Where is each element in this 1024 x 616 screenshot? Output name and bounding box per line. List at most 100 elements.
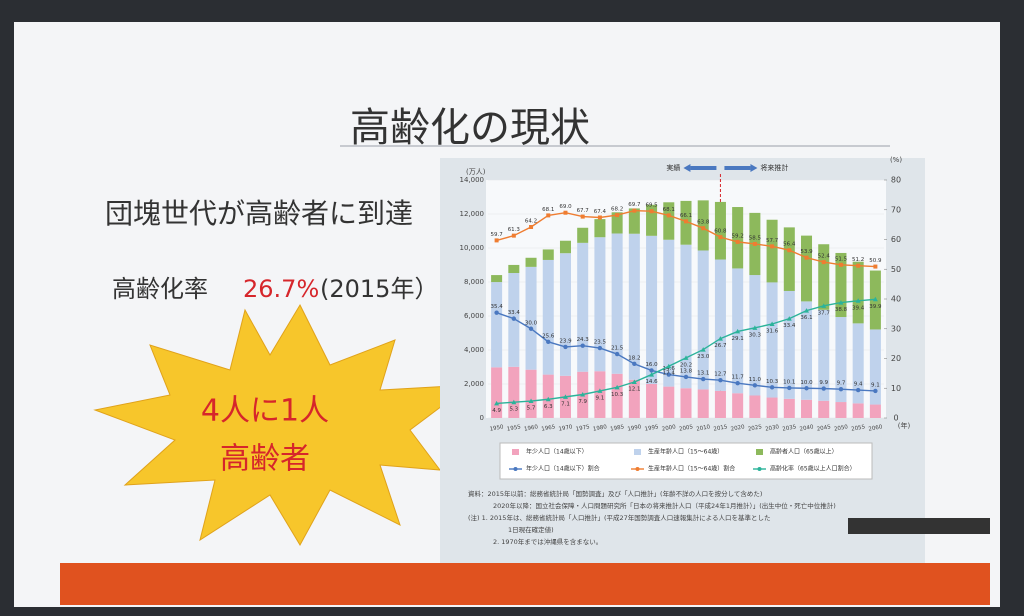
data-label: 13.8 <box>680 368 693 374</box>
marker <box>786 316 792 321</box>
x-tick-label: 1955 <box>506 424 521 432</box>
bar-segment <box>525 257 537 267</box>
data-label: 56.4 <box>783 242 796 248</box>
legend-swatch <box>635 467 640 471</box>
data-label: 9.4 <box>854 382 863 388</box>
bar-segment <box>646 235 658 384</box>
bar-segment <box>542 259 554 375</box>
legend-label: 生産年齢人口（15～64歳） <box>648 448 723 456</box>
marker <box>701 376 706 382</box>
y2-tick-label: 30 <box>891 324 901 333</box>
marker <box>494 310 499 315</box>
data-label: 69.0 <box>559 204 572 210</box>
data-label: 57.7 <box>766 238 779 244</box>
bar-segment <box>594 219 606 238</box>
data-label: 12.1 <box>628 387 640 393</box>
x-tick-label: 1970 <box>558 424 573 432</box>
data-label: 18.2 <box>628 355 640 361</box>
bar-segment <box>766 219 778 283</box>
annotation: 将来推計 <box>760 163 788 172</box>
marker <box>821 303 827 308</box>
data-label: 39.4 <box>852 305 865 311</box>
marker <box>752 241 757 246</box>
x-tick-label: 1965 <box>541 424 556 432</box>
y2-unit: (%) <box>890 156 902 164</box>
data-label: 10.0 <box>800 380 813 386</box>
x-tick-label: 2045 <box>816 424 831 432</box>
data-label: 31.6 <box>766 328 779 334</box>
bar-segment <box>491 275 503 283</box>
marker <box>718 378 723 383</box>
bar-segment <box>628 379 640 418</box>
data-label: 29.1 <box>732 336 744 342</box>
bar-segment <box>783 227 795 291</box>
bar-segment <box>801 399 813 418</box>
marker <box>804 255 809 260</box>
marker <box>855 298 861 303</box>
arrow-right <box>724 166 751 170</box>
marker <box>683 374 689 380</box>
bar-segment <box>801 235 813 302</box>
legend-swatch <box>512 449 519 455</box>
data-label: 17.4 <box>663 371 676 377</box>
x-unit: (年) <box>898 421 911 430</box>
data-label: 7.9 <box>578 399 587 405</box>
data-label: 33.4 <box>783 323 796 329</box>
y-tick-label: 2,000 <box>464 380 484 388</box>
bar-segment <box>835 402 847 418</box>
source-note: 1日現在確定値) <box>508 525 554 534</box>
data-label: 51.5 <box>835 256 848 262</box>
y-tick-label: 0 <box>480 414 484 422</box>
x-tick-label: 2060 <box>868 424 883 432</box>
data-label: 66.1 <box>680 213 692 219</box>
bar-segment <box>766 282 778 398</box>
data-label: 5.7 <box>527 406 536 412</box>
rate-value: 26.7% <box>243 275 319 303</box>
legend-label: 年少人口（14歳以下） <box>526 448 588 456</box>
marker <box>838 386 844 392</box>
marker <box>494 238 499 243</box>
subtitle: 団塊世代が高齢者に到達 <box>105 197 413 230</box>
legend-label: 高齢者人口（65歳以上） <box>770 448 838 456</box>
marker <box>787 385 792 391</box>
bar-segment <box>835 317 847 403</box>
y2-tick-label: 0 <box>893 414 898 423</box>
marker <box>769 385 775 390</box>
x-tick-label: 1985 <box>610 424 625 432</box>
data-label: 9.1 <box>871 382 880 388</box>
data-label: 67.7 <box>577 208 590 214</box>
data-label: 5.3 <box>509 407 518 413</box>
marker <box>528 326 534 331</box>
bar-segment <box>714 390 726 418</box>
legend-swatch <box>757 467 762 471</box>
marker <box>855 387 861 393</box>
marker <box>701 226 706 231</box>
y2-tick-label: 40 <box>891 295 901 304</box>
annotation: 実績 <box>666 163 680 172</box>
data-label: 21.5 <box>611 346 624 352</box>
data-label: 67.4 <box>594 209 607 215</box>
marker <box>872 296 878 302</box>
marker <box>597 215 602 220</box>
bar-segment <box>869 329 881 405</box>
data-label: 30.0 <box>525 320 538 326</box>
bar-segment <box>577 227 589 243</box>
bar-segment <box>542 249 554 260</box>
data-label: 9.9 <box>819 380 828 386</box>
x-tick-label: 1975 <box>575 424 590 432</box>
marker <box>821 260 826 265</box>
bar-segment <box>508 264 520 274</box>
marker <box>718 235 723 240</box>
bar-segment <box>783 290 795 399</box>
x-tick-label: 2000 <box>661 424 676 432</box>
bar-segment <box>680 244 692 389</box>
data-label: 14.6 <box>663 366 676 372</box>
bar-segment <box>628 208 640 234</box>
marker <box>545 396 551 402</box>
y2-tick-label: 50 <box>891 265 901 274</box>
marker <box>666 372 671 377</box>
data-label: 38.8 <box>835 307 848 313</box>
bar-segment <box>611 233 623 374</box>
x-tick-label: 2030 <box>765 424 780 432</box>
